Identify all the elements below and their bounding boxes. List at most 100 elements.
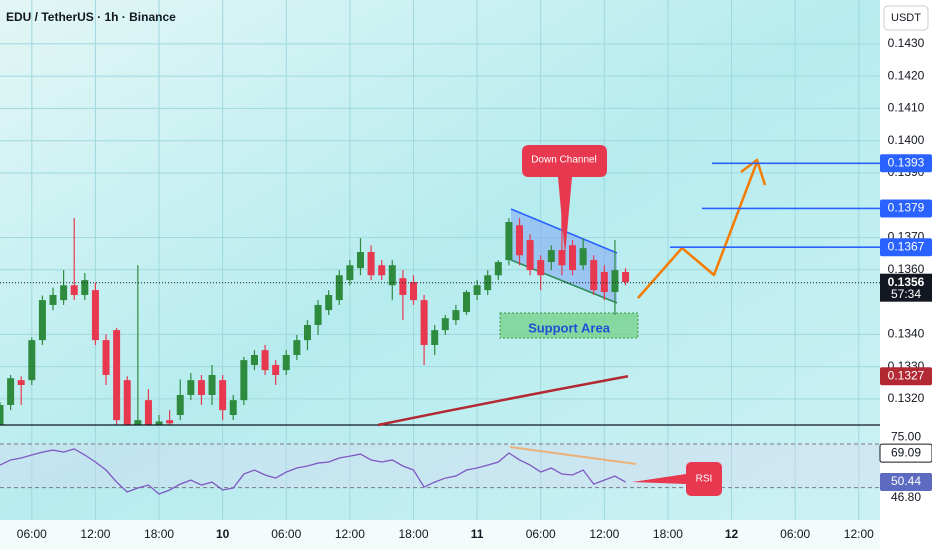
candle-body	[452, 310, 460, 321]
candle-body	[325, 294, 333, 311]
candle-body	[155, 421, 163, 425]
candle-body	[240, 360, 248, 401]
down-channel-callout	[522, 145, 607, 255]
price-badge	[880, 154, 932, 173]
rsi-callout-label: RSI	[696, 474, 713, 485]
price-badge-label: 0.1367	[888, 239, 925, 253]
candle-body	[303, 324, 311, 341]
candle-body	[208, 374, 216, 395]
candle-body	[378, 265, 386, 276]
candle-body	[420, 300, 428, 345]
candle-body	[569, 245, 577, 271]
x-tick-label: 12:00	[80, 527, 110, 541]
chart-title: EDU / TetherUS · 1h · Binance	[6, 10, 176, 24]
candle-body	[388, 265, 396, 286]
rsi-callout	[632, 462, 722, 496]
x-tick-label: 06:00	[17, 527, 47, 541]
down-channel-label: Down Channel	[531, 155, 597, 166]
rsi-divergence	[509, 446, 637, 465]
candle-body	[70, 285, 78, 295]
rsi-badge-label: 69.09	[891, 445, 921, 459]
rsi-badge	[879, 443, 932, 463]
candle-body	[473, 285, 481, 295]
projection-arrow	[637, 158, 767, 299]
candle-body	[17, 380, 25, 385]
candle-body	[229, 400, 237, 415]
x-tick-label: 06:00	[780, 527, 810, 541]
candle-body	[547, 250, 555, 263]
candle-body	[7, 378, 15, 405]
rsi-pane: RSI	[0, 443, 880, 496]
candle-body	[166, 420, 174, 424]
candle-body	[399, 278, 407, 295]
x-tick-label: 06:00	[526, 527, 556, 541]
candle-body	[356, 252, 364, 269]
x-tick-label: 18:00	[653, 527, 683, 541]
candle-body	[261, 350, 269, 371]
candle-body	[505, 222, 513, 261]
rsi-band	[0, 444, 880, 488]
x-tick-label: 06:00	[271, 527, 301, 541]
price-badge	[880, 367, 932, 386]
candle-body	[293, 340, 301, 355]
rsi-tick-label: 75.00	[891, 429, 921, 443]
candle-body	[367, 252, 375, 276]
y-tick-label: 0.1340	[888, 326, 925, 340]
candle-body	[409, 282, 417, 301]
y-tick-label: 0.1400	[888, 133, 925, 147]
candle-body	[102, 340, 110, 375]
candle-body	[81, 280, 89, 295]
candle-body	[600, 272, 608, 293]
candle-body	[335, 275, 343, 301]
candle-body	[558, 250, 566, 266]
annotations: Support Area Down Channel	[0, 145, 880, 427]
candle-body	[123, 380, 131, 425]
candle-body	[0, 404, 4, 425]
candle-body	[537, 260, 545, 276]
price-badge-label: 0.1379	[888, 201, 925, 215]
price-badge-label: 0.1393	[888, 155, 925, 169]
price-badge	[880, 238, 932, 257]
currency-box	[883, 5, 929, 31]
y-tick-label: 0.1360	[888, 262, 925, 276]
candle-body	[272, 364, 280, 375]
rsi-tick-label: 46.80	[891, 490, 921, 504]
candle-body	[144, 400, 152, 425]
x-tick-label: 12	[725, 527, 739, 541]
rsi-line	[0, 448, 626, 495]
candle-body	[622, 272, 630, 283]
price-badge	[880, 199, 932, 218]
currency-label: USDT	[891, 12, 921, 24]
y-tick-label: 0.1320	[888, 391, 925, 405]
rsi-badge	[880, 473, 932, 492]
candle-body	[187, 380, 195, 395]
candle-body	[526, 240, 534, 271]
candle-body	[590, 260, 598, 291]
candle-body	[219, 380, 227, 411]
support-area	[499, 312, 639, 339]
candle-body	[38, 300, 46, 341]
y-tick-label: 0.1420	[888, 68, 925, 82]
countdown-label: 57:34	[891, 287, 921, 301]
support-area-label: Support Area	[528, 320, 611, 335]
candle-body	[113, 330, 121, 421]
y-tick-label: 0.1410	[888, 101, 925, 115]
candle-body	[250, 354, 258, 365]
candle-body	[441, 318, 449, 331]
candle-body	[60, 285, 68, 301]
candle-body	[197, 380, 205, 395]
candle-body	[346, 265, 354, 281]
candle-body	[463, 292, 471, 313]
candle-body	[176, 394, 184, 415]
rsi-badge-label: 50.44	[891, 474, 921, 488]
axes: USDT EDU / TetherUS · 1h · Binance 06:00…	[6, 5, 932, 541]
x-tick-label: 18:00	[144, 527, 174, 541]
x-tick-label: 12:00	[335, 527, 365, 541]
candle-body	[134, 420, 142, 425]
x-tick-label: 12:00	[844, 527, 874, 541]
price-badge-label: 0.1356	[888, 275, 925, 289]
candle-body	[516, 225, 524, 256]
candle-body	[314, 304, 322, 325]
candle-body	[579, 248, 587, 266]
